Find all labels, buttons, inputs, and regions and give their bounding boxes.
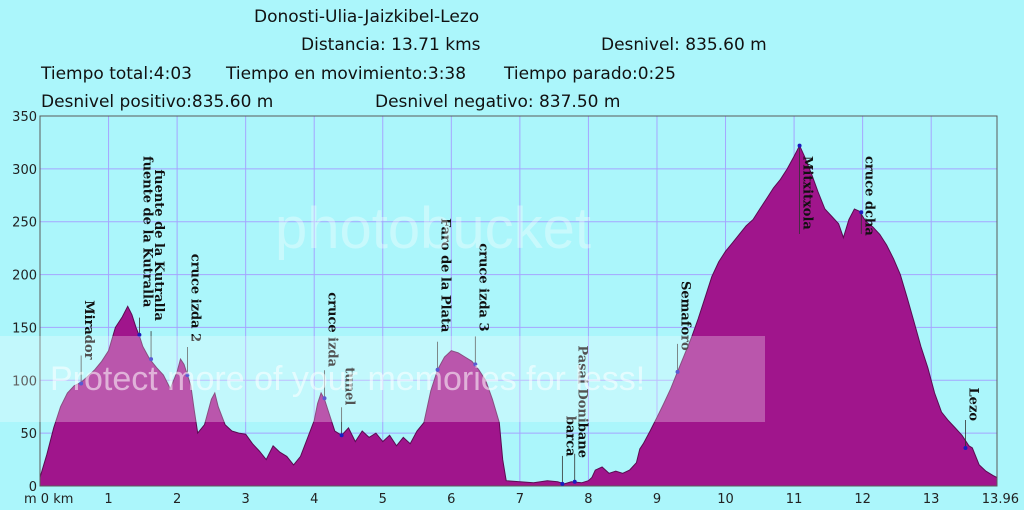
annotation-point (137, 332, 142, 337)
elevation-stat: Desnivel: 835.60 m (601, 35, 767, 55)
annotation-point (859, 210, 864, 215)
chart-title: Donosti-Ulia-Jaizkibel-Lezo (254, 7, 480, 27)
watermark-banner-band (0, 336, 765, 422)
y-tick-label: 300 (12, 163, 37, 178)
annotation-label: Semaforo (678, 281, 693, 351)
annotation-label: cruce izda 3 (475, 243, 490, 331)
annotation-label: fuente de la Kutralla (151, 170, 166, 322)
y-tick-label: 150 (12, 321, 37, 336)
x-tick-label: 11 (786, 492, 803, 507)
x-tick-label: 12 (854, 492, 871, 507)
annotation-label: fuente de la Kutralla (139, 156, 154, 308)
annotation-point (572, 479, 577, 484)
moving-time-stat: Tiempo en movimiento:3:38 (226, 64, 467, 84)
y-tick-label: 200 (12, 269, 37, 284)
x-tick-label: 3 (242, 492, 250, 507)
y-tick-label: 0 (29, 480, 37, 495)
annotation-point (79, 381, 84, 386)
x-tick-label: 4 (310, 492, 318, 507)
distance-stat: Distancia: 13.71 kms (301, 35, 481, 55)
annotation-point (473, 362, 478, 367)
annotation-label: tunel (342, 367, 357, 405)
plot-frame (39, 115, 998, 487)
annotation-point (963, 445, 968, 450)
positive-elevation-stat: Desnivel positivo:835.60 m (41, 92, 274, 112)
annotation-point (149, 357, 154, 362)
x-tick-label: 9 (653, 492, 661, 507)
annotation-point (675, 369, 680, 374)
x-tick-label: 8 (584, 492, 592, 507)
annotation-label: Lezo (965, 388, 980, 422)
annotation-point (322, 396, 327, 401)
y-tick-label: 50 (20, 427, 37, 442)
annotation-point (560, 481, 565, 486)
annotation-label: Faro de la Plata (438, 218, 453, 333)
y-tick-label: 100 (12, 374, 37, 389)
annotation-label: Mitxitxola (800, 156, 815, 230)
x-tick-label: 10 (717, 492, 734, 507)
total-time-stat: Tiempo total:4:03 (41, 64, 192, 84)
x-tick-label: 6 (447, 492, 455, 507)
annotation-point (339, 433, 344, 438)
stopped-time-stat: Tiempo parado:0:25 (504, 64, 676, 84)
annotation-point (797, 143, 802, 148)
x-tick-label: 2 (173, 492, 181, 507)
elevation-area (39, 144, 998, 487)
x-tick-label: 13 (923, 492, 940, 507)
annotation-label: cruce dcha (861, 156, 876, 236)
annotation-label: cruce izda 2 (187, 254, 202, 342)
annotation-label: cruce izda (324, 292, 339, 367)
annotation-label: Pasai Donibane (575, 345, 590, 458)
x-tick-label: 13.96 (982, 492, 1019, 507)
x-tick-label: m 0 km (24, 492, 73, 507)
x-tick-label: 5 (379, 492, 387, 507)
annotation-point (435, 367, 440, 372)
x-tick-label: 7 (516, 492, 524, 507)
x-tick-label: 1 (104, 492, 112, 507)
annotation-point (185, 373, 190, 377)
y-tick-label: 350 (12, 110, 37, 125)
annotation-label: barca (562, 416, 577, 457)
y-tick-label: 250 (12, 216, 37, 231)
negative-elevation-stat: Desnivel negativo: 837.50 m (375, 92, 621, 112)
annotation-label: Mirador (81, 300, 96, 359)
